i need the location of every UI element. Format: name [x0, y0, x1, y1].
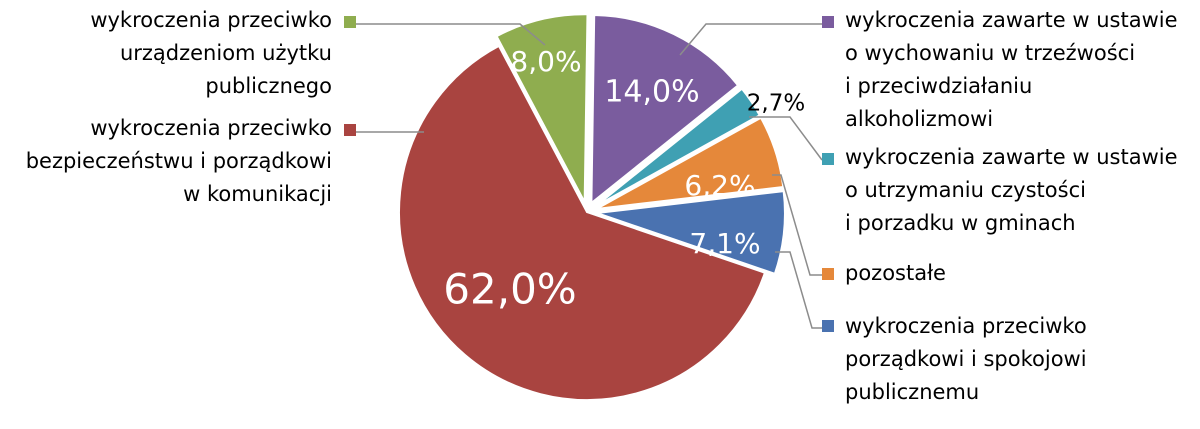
pie-slice: [596, 190, 786, 276]
pie-slice: [594, 87, 762, 208]
legend-swatch: [344, 124, 356, 136]
leader-line: [679, 23, 822, 56]
pie-slice: [590, 14, 740, 206]
legend-swatch: [822, 320, 834, 332]
pie-slice: [495, 13, 589, 203]
legend-label: wykroczenia przeciwko porządkowi i spoko…: [845, 314, 1087, 404]
leader-line: [749, 116, 823, 161]
legend-swatch: [822, 268, 834, 280]
data-label: 8,0%: [510, 45, 581, 78]
data-label: 62,0%: [443, 265, 576, 314]
leader-line: [356, 23, 546, 46]
legend-label: wykroczenia przeciwko urządzeniom użytku…: [90, 8, 332, 98]
legend-label: wykroczenia zawarte w ustawie o wychowan…: [845, 8, 1178, 131]
leader-line: [772, 174, 822, 276]
legend-label: wykroczenia przeciwko bezpieczeństwu i p…: [25, 116, 332, 206]
data-label: 6,2%: [684, 169, 755, 202]
legend-swatch: [822, 16, 834, 28]
leader-line: [775, 251, 822, 329]
data-label: 14,0%: [604, 75, 699, 110]
legend-label: wykroczenia zawarte w ustawie o utrzyman…: [845, 145, 1178, 235]
legend-swatch: [822, 153, 834, 165]
pie-slice: [398, 44, 767, 401]
data-label: 2,7%: [747, 91, 805, 117]
legend-label: pozostałe: [845, 261, 946, 285]
data-label: 7,1%: [689, 227, 760, 260]
legend-swatch: [344, 16, 356, 28]
pie-slice: [596, 116, 785, 210]
